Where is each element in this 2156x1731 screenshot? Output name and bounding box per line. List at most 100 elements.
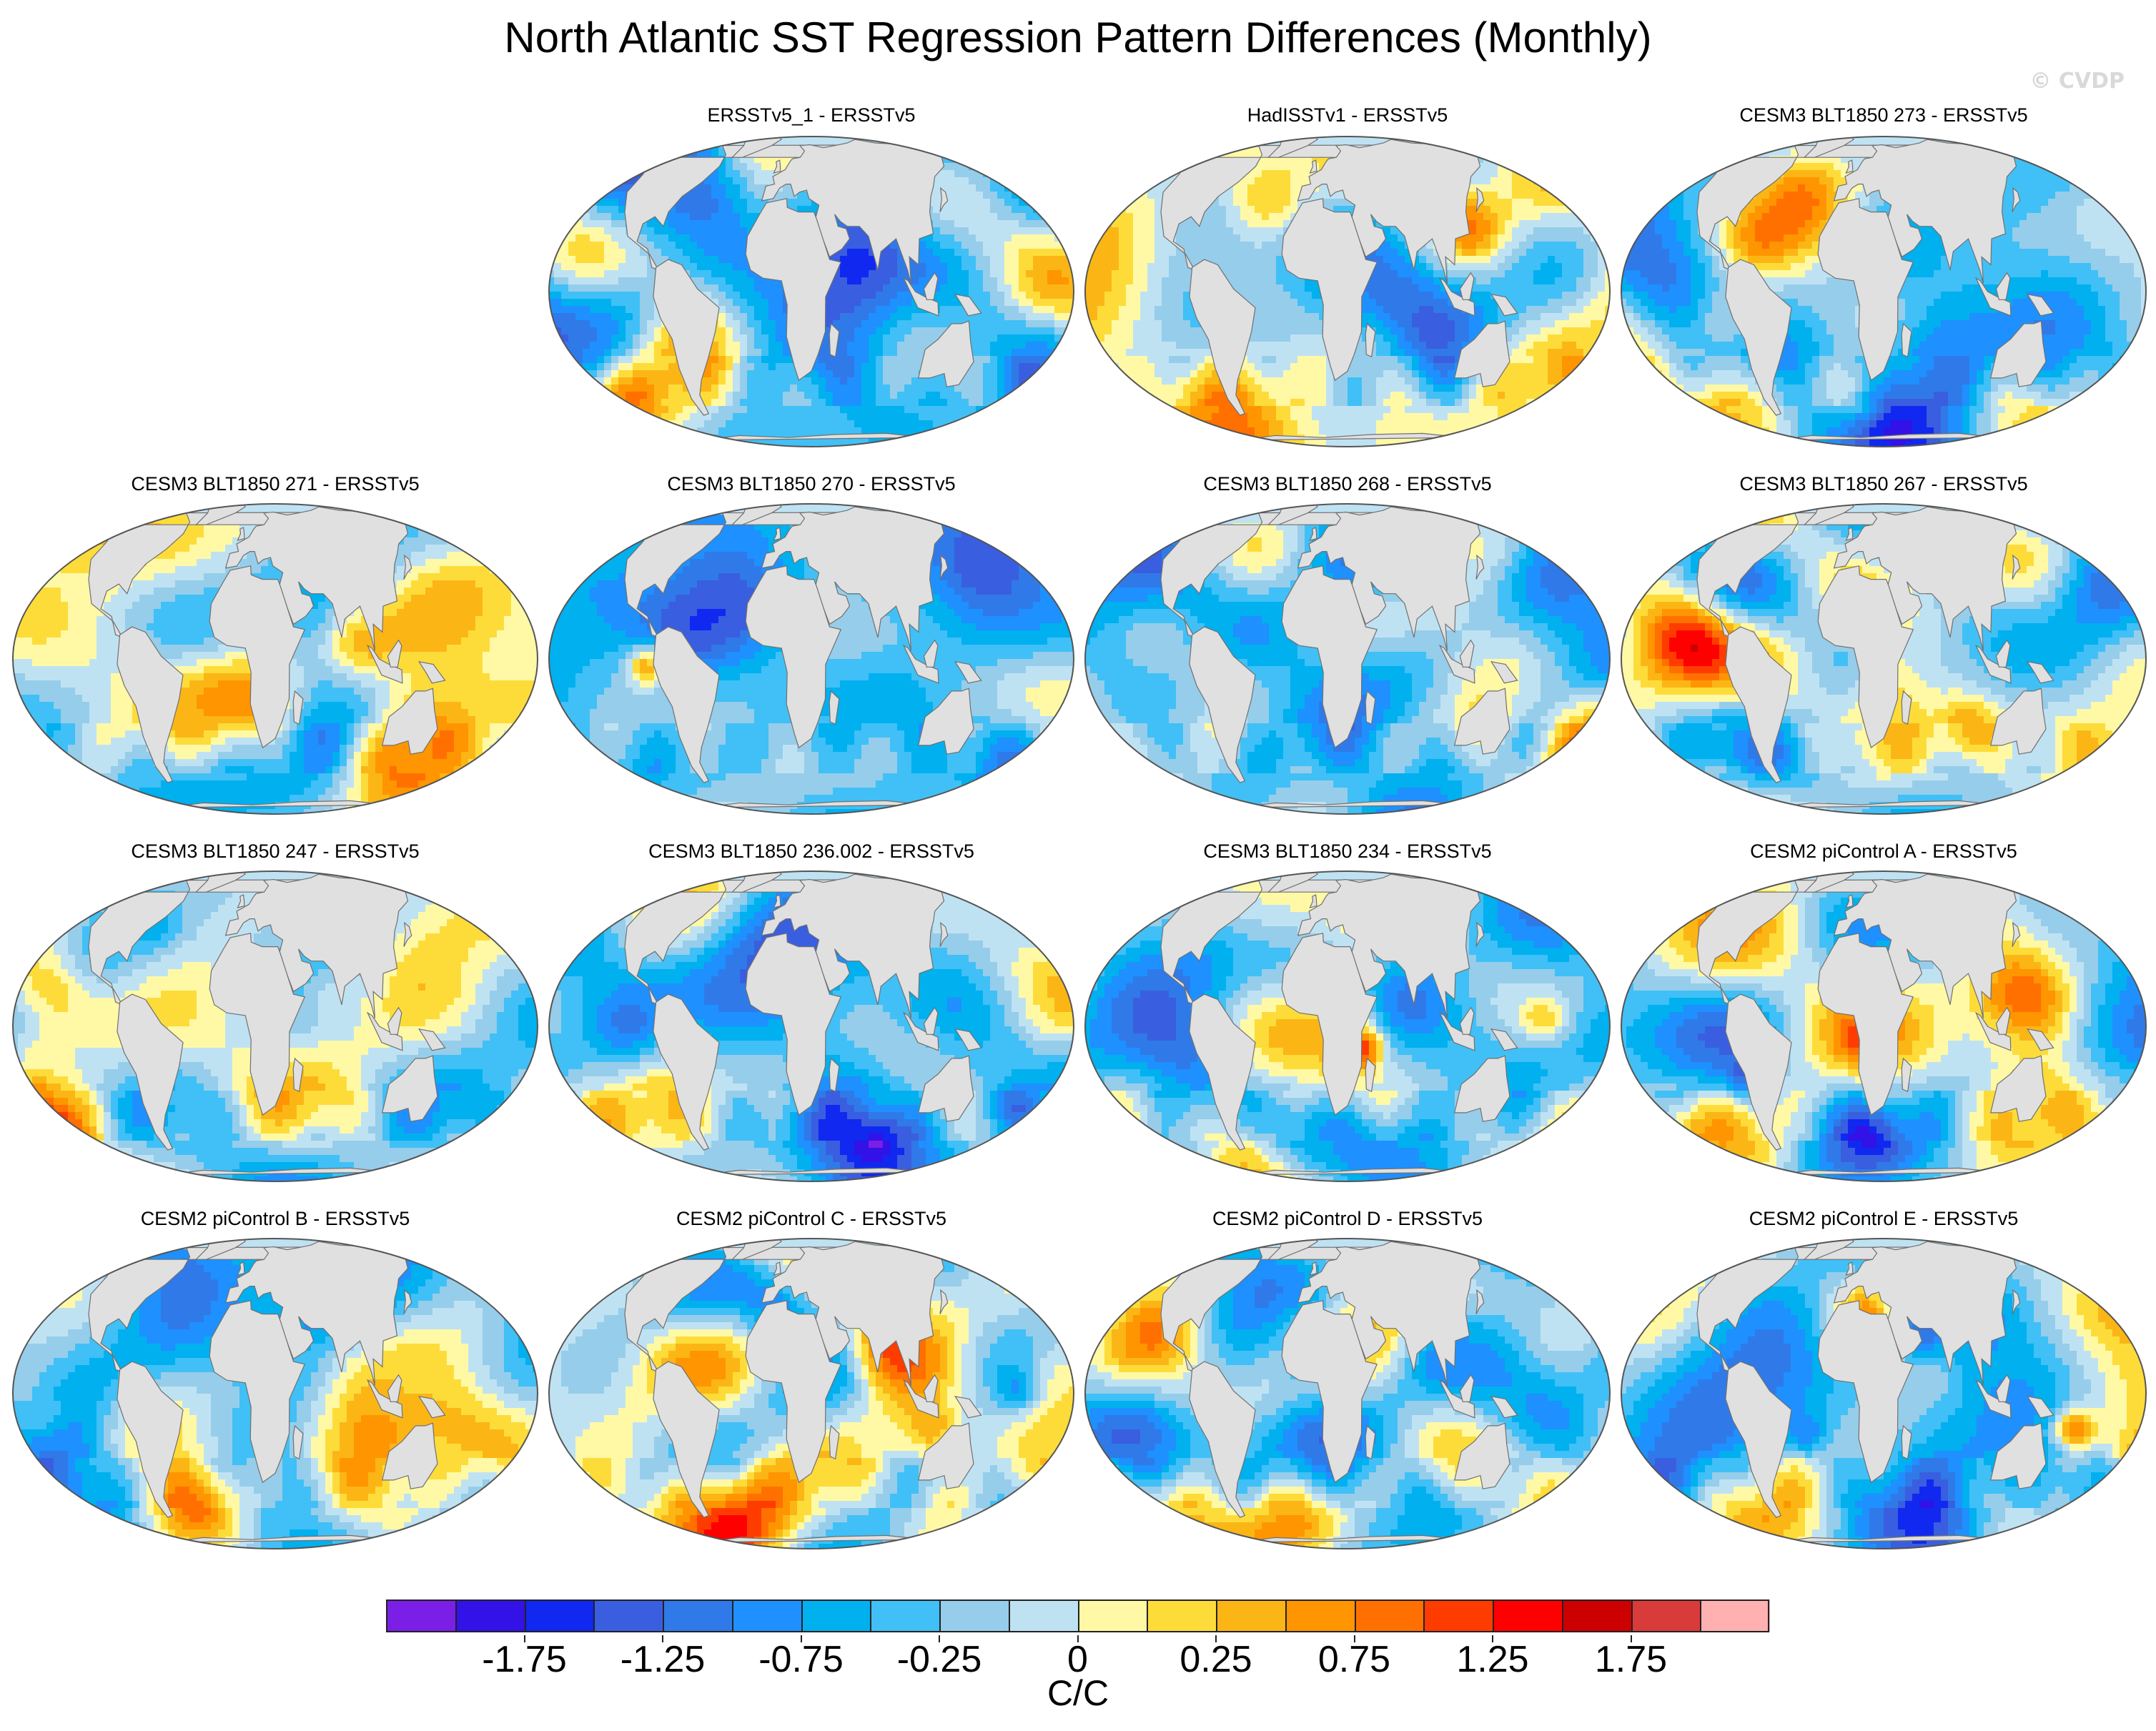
colorbar-swatch-1 [455,1599,525,1632]
landmass-uk [1309,159,1317,174]
landmass-madagascar [292,1424,304,1460]
landmass-indonesia [1974,1379,2012,1419]
colorbar-label-8: 1.75 [1560,1638,1703,1681]
colorbar-label-6: 0.75 [1283,1638,1426,1681]
map-outline [1084,503,1611,815]
panel-title-13: CESM2 piControl D - ERSSTv5 [1083,1208,1612,1230]
map-panel-7 [12,871,538,1182]
landmass-indonesia [1974,1011,2012,1051]
colorbar-label-2: -0.75 [730,1638,873,1681]
landmass-africa [209,565,306,749]
landmass-uk [237,894,245,908]
landmass-south-america [117,626,184,783]
colorbar-units: C/C [0,1672,2156,1714]
landmass-uk [237,1261,245,1276]
landmass-borneo [1995,1374,2011,1402]
map-outline [1621,871,2147,1182]
map-panel-9 [1084,871,1611,1182]
landmass-eurasia [1297,139,1481,284]
landmass-borneo [387,639,402,668]
map-outline [548,871,1074,1182]
landmass-madagascar [829,1057,840,1093]
map-panel-0 [548,136,1074,447]
colorbar-tick-0 [523,1635,525,1642]
panel-title-8: CESM3 BLT1850 236.002 - ERSSTv5 [547,840,1076,863]
colorbar-swatch-17 [1561,1599,1631,1632]
colorbar-swatch-12 [1216,1599,1286,1632]
map-panel-1 [1084,136,1611,447]
landmass-uk [1309,527,1317,541]
landmass-indonesia [902,644,939,684]
landmass-borneo [1459,639,1475,668]
colorbar [386,1599,1770,1632]
landmass-australia [381,1055,438,1122]
landmass-new-guinea [2026,660,2054,684]
landmass-indonesia [366,1011,403,1051]
landmass-australia [917,1055,974,1122]
sst-field [1085,1239,1610,1549]
colorbar-label-7: 1.25 [1421,1638,1564,1681]
landmass-new-guinea [954,660,982,684]
landmass-australia [1989,1422,2047,1489]
landmass-eurasia [224,1241,409,1386]
landmass-borneo [1459,1374,1475,1402]
landmass-madagascar [1901,1424,1912,1460]
landmass-south-america [653,1361,720,1518]
landmass-australia [917,320,974,387]
landmass-australia [1989,320,2047,387]
landmass-south-america [1725,626,1792,783]
colorbar-swatch-5 [731,1599,801,1632]
landmass-borneo [1995,272,2011,300]
landmass-japan [1475,187,1485,212]
landmass-indonesia [1438,1379,1475,1419]
landmass-eurasia [1833,139,2017,284]
landmass-indonesia [1974,644,2012,684]
landmass-eurasia [761,873,945,1018]
colorbar-tick-1 [662,1635,663,1642]
landmass-south-america [1725,259,1792,416]
map-panel-6 [1621,503,2147,815]
landmass-africa [1281,565,1378,749]
landmass-uk [773,159,781,174]
landmass-borneo [1459,1006,1475,1035]
landmass-borneo [387,1374,402,1402]
landmass-uk [773,894,781,908]
landmass-japan [939,921,949,947]
colorbar-swatch-11 [1147,1599,1217,1632]
colorbar-swatch-14 [1354,1599,1424,1632]
colorbar-swatch-8 [939,1599,1009,1632]
landmass-australia [1453,320,1510,387]
colorbar-tick-5 [1215,1635,1217,1642]
panel-title-7: CESM3 BLT1850 247 - ERSSTv5 [11,840,540,863]
landmass-eurasia [1833,1241,2017,1386]
map-outline [548,1238,1074,1549]
landmass-new-guinea [1490,293,1518,317]
landmass-australia [1453,1422,1510,1489]
landmass-indonesia [902,277,939,317]
landmass-indonesia [1438,644,1475,684]
landmass-indonesia [366,1379,403,1419]
landmass-eurasia [1833,873,2017,1018]
colorbar-swatch-0 [386,1599,456,1632]
landmass-uk [1309,1261,1317,1276]
landmass-madagascar [829,1424,840,1460]
landmass-eurasia [224,873,409,1018]
map-outline [1621,503,2147,815]
landmass-eurasia [1833,506,2017,651]
landmass-africa [745,198,842,382]
landmass-borneo [1995,1006,2011,1035]
landmass-japan [403,921,412,947]
colorbar-tick-7 [1492,1635,1493,1642]
map-panel-2 [1621,136,2147,447]
landmass-borneo [387,1006,402,1035]
map-outline [1084,871,1611,1182]
landmass-madagascar [292,690,304,725]
landmass-australia [917,1422,974,1489]
landmass-madagascar [829,690,840,725]
landmass-madagascar [1901,322,1912,358]
landmass-australia [1989,1055,2047,1122]
landmass-eurasia [761,506,945,651]
landmass-new-guinea [1490,1028,1518,1051]
landmass-eurasia [761,139,945,284]
map-outline [12,503,538,815]
